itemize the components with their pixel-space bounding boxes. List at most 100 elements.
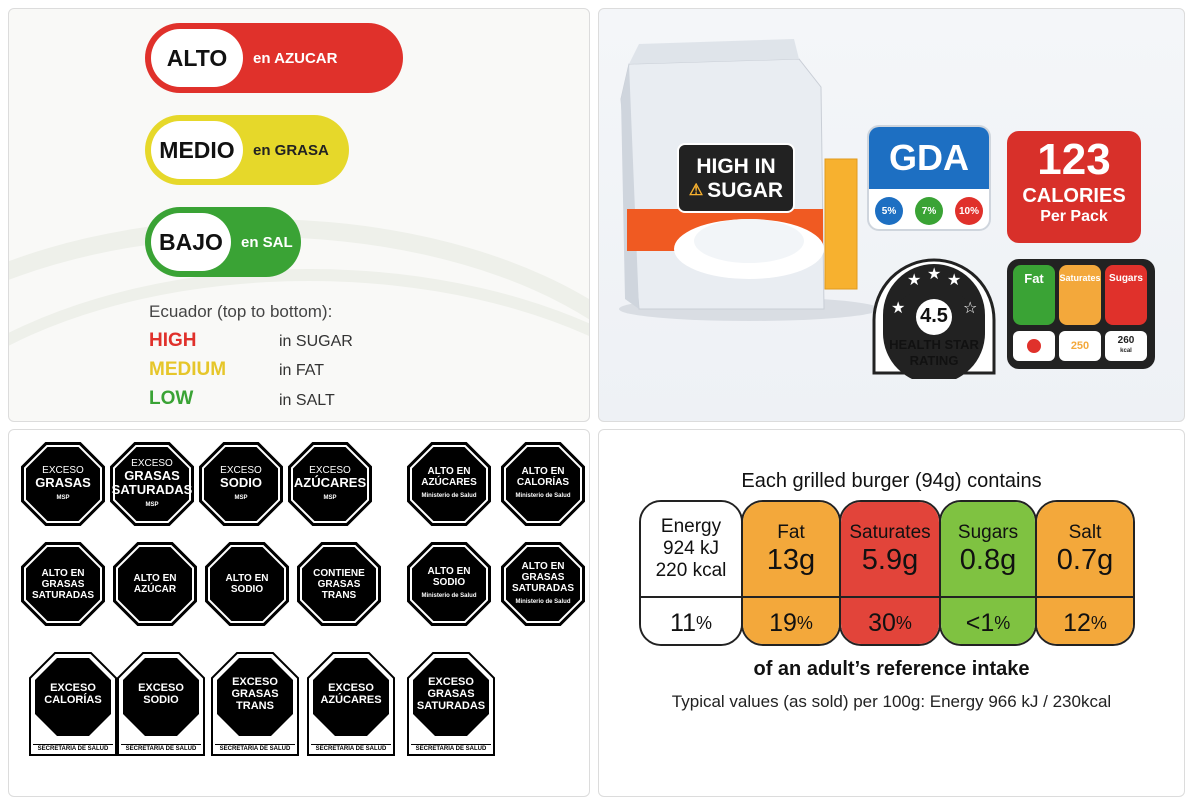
house-warning-foot: SECRETARÍA DE SALUD (215, 744, 295, 752)
house-warning-text: EXCESO SODIO (138, 682, 184, 706)
mtl-saturates: Saturates (1059, 265, 1101, 325)
uk-percent-sign: % (796, 612, 813, 633)
house-warning-seal: EXCESO GRASAS TRANS SECRETARÍA DE SALUD (211, 652, 299, 756)
red-dot-icon (1027, 339, 1041, 353)
calories-number: 123 (1037, 135, 1111, 184)
house-warning-seal: EXCESO CALORÍAS SECRETARÍA DE SALUD (29, 652, 117, 756)
uk-nutrient-value2: 220 kcal (655, 560, 727, 581)
uk-nutrient-name: Sugars (957, 521, 1019, 543)
octagon-text: AZÚCARES (293, 474, 367, 490)
svg-text:★: ★ (947, 270, 961, 289)
uk-nutrient-name: Salt (1068, 521, 1102, 543)
pill-level: ALTO (151, 29, 243, 87)
mtl-head: Sugars (1109, 273, 1143, 284)
octagon-text: GRASAS (35, 474, 91, 490)
mtl-head: Fat (1024, 271, 1044, 286)
traffic-light-label: Fat Saturates Sugars 250 260 kcal (1007, 259, 1155, 369)
svg-text:★: ★ (907, 270, 921, 289)
legend-high: HIGH (149, 330, 197, 351)
mtl-value: 250 (1059, 331, 1101, 361)
octagon-warnings-panel: EXCESO GRASAS MSP EXCESO GRASAS SATURADAS MSP… (8, 429, 590, 797)
gda-label: GDA 5% 7% 10% (867, 125, 991, 231)
mtl-sugars: Sugars (1105, 265, 1147, 325)
house-warning-seal: EXCESO AZÚCARES SECRETARÍA DE SALUD (307, 652, 395, 756)
house-warning-foot: SECRETARÍA DE SALUD (121, 744, 201, 752)
legend-title: Ecuador (top to bottom): (149, 302, 333, 321)
octagon-warning: EXCESO AZÚCARES MSP (288, 442, 372, 526)
uk-cell-saturates: Saturates 5.9g 30% (839, 500, 941, 646)
octagon-warning: ALTO EN AZÚCARES Ministerio de Salud (407, 442, 491, 526)
uk-percentage: 19 (769, 608, 797, 637)
octagon-warning: EXCESO GRASAS MSP (21, 442, 105, 526)
gda-value: 10% (955, 197, 983, 225)
svg-text:☆: ☆ (963, 298, 977, 317)
octagon-foot: Ministerio de Salud (515, 493, 571, 499)
uk-nutrient-name: Saturates (849, 521, 931, 543)
health-star-value: 4.5 (920, 305, 948, 327)
uk-percent-sign: % (895, 612, 912, 633)
uk-cell-fat: Fat 13g 19% (741, 500, 841, 646)
uk-percent-sign: % (1090, 612, 1107, 633)
uk-reference-intake: of an adult’s reference intake (753, 658, 1030, 680)
octagon-text: ALTO EN AZÚCARES (421, 466, 477, 488)
house-warning-text: EXCESO GRASAS TRANS (231, 676, 279, 712)
high-in-sugar-warning: HIGH IN ⚠ SUGAR (677, 143, 795, 213)
mtl-fat: Fat (1013, 265, 1055, 325)
labels-illustration-panel: HIGH IN ⚠ SUGAR GDA 5% 7% 10% 123 CALORI… (598, 8, 1185, 422)
octagon-warning: CONTIENE GRASAS TRANS (297, 542, 381, 626)
octagon-text: ALTO EN GRASAS SATURADAS (31, 567, 95, 601)
house-warning-seal: EXCESO GRASAS SATURADAS SECRETARÍA DE SAL… (407, 652, 495, 756)
uk-cell-energy: Energy 924 kJ 220 kcal 11% (639, 500, 743, 646)
octagon-foot: Ministerio de Salud (421, 493, 477, 499)
pill-nutrient: en AZUCAR (253, 49, 338, 67)
uk-percent-sign: % (695, 612, 712, 633)
health-star-rating: ★ ★ ★ ★ ☆ 4.5 HEALTH STAR RATING (869, 255, 999, 379)
health-star-badge: ★ ★ ★ ★ ☆ (872, 258, 996, 379)
house-warning-text: EXCESO GRASAS SATURADAS (416, 676, 486, 712)
uk-percentage: 12 (1063, 608, 1091, 637)
octagon-text: GRASAS SATURADAS (111, 467, 193, 497)
octagon-warning: ALTO EN GRASAS SATURADAS (21, 542, 105, 626)
octagon-text: ALTO EN SODIO (225, 573, 269, 595)
house-warning-foot: SECRETARÍA DE SALUD (311, 744, 391, 752)
svg-text:★: ★ (927, 264, 941, 283)
legend-low-nutrient: in SALT (279, 392, 335, 409)
bajo-sal-pill: BAJO en SAL (145, 207, 301, 277)
octagon-foot: MSP (56, 494, 70, 501)
octagon-warning: ALTO EN AZÚCAR (113, 542, 197, 626)
octagon-text: CONTIENE GRASAS TRANS (313, 567, 365, 601)
calories-unit: CALORIES (1022, 185, 1126, 207)
octagon-foot: MSP (323, 494, 337, 501)
health-star-line2: RATING (909, 353, 959, 368)
uk-cell-sugars: Sugars 0.8g <1% (939, 500, 1037, 646)
uk-nutrient-value: 0.8g (959, 543, 1017, 576)
octagon-foot: Ministerio de Salud (421, 593, 477, 599)
mtl-head: Saturates (1059, 273, 1101, 283)
octagon-warning: ALTO EN SODIO Ministerio de Salud (407, 542, 491, 626)
gda-value: 7% (915, 197, 943, 225)
uk-cell-salt: Salt 0.7g 12% (1035, 500, 1135, 646)
pill-level: BAJO (151, 213, 231, 271)
octagon-text: ALTO EN CALORÍAS (516, 466, 570, 488)
octagon-top: EXCESO (309, 464, 351, 476)
uk-nutrient-name: Fat (777, 521, 805, 543)
gda-value: 5% (875, 197, 903, 225)
uk-nutrient-value: 0.7g (1056, 543, 1114, 576)
uk-nutrient-name: Energy (660, 516, 722, 537)
pill-nutrient: en SAL (241, 233, 293, 251)
calories-label: 123 CALORIES Per Pack (1007, 131, 1141, 243)
svg-text:★: ★ (891, 298, 905, 317)
octagon-top: EXCESO (42, 464, 84, 476)
mtl-unit: kcal (1120, 348, 1132, 354)
legend-medium-nutrient: in FAT (279, 362, 325, 379)
house-warning-text: EXCESO CALORÍAS (44, 682, 102, 706)
octagon-foot: MSP (234, 494, 248, 501)
warning-triangle-icon: ⚠ (688, 182, 704, 199)
house-warning-foot: SECRETARÍA DE SALUD (411, 744, 491, 752)
pill-level: MEDIO (151, 121, 243, 179)
octagon-text: ALTO EN AZÚCAR (133, 573, 177, 595)
uk-percentage: <1 (965, 608, 995, 637)
mtl-value: 260 (1117, 335, 1135, 346)
octagon-warning: EXCESO GRASAS SATURADAS MSP (110, 442, 194, 526)
octagon-warning: ALTO EN SODIO (205, 542, 289, 626)
